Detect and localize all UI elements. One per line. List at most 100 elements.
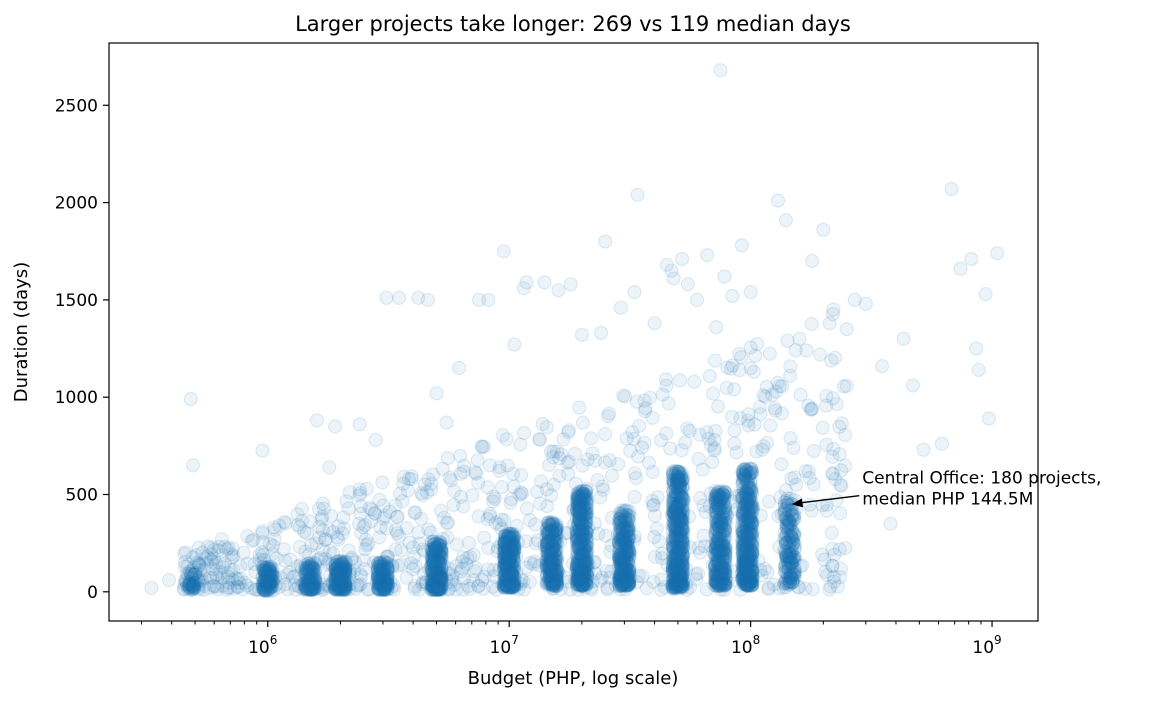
data-point — [263, 559, 278, 574]
data-point — [461, 535, 477, 551]
data-point — [375, 574, 390, 589]
data-point — [377, 578, 392, 593]
data-point — [207, 578, 222, 593]
data-point — [299, 581, 314, 597]
data-point — [328, 558, 343, 573]
data-point — [333, 568, 348, 583]
data-point — [331, 577, 346, 592]
data-point — [338, 567, 353, 582]
data-point — [298, 544, 313, 559]
data-point — [726, 494, 741, 509]
data-point — [335, 563, 350, 579]
data-point — [262, 570, 277, 586]
data-point — [440, 515, 456, 530]
data-point — [298, 565, 313, 581]
data-point — [334, 571, 349, 587]
data-point — [256, 559, 271, 575]
data-point — [337, 566, 352, 581]
data-point — [334, 581, 349, 597]
data-point — [337, 581, 352, 596]
data-point — [337, 581, 352, 596]
data-point — [335, 560, 350, 575]
data-point — [328, 581, 343, 596]
data-point — [306, 576, 321, 592]
data-point — [435, 461, 450, 476]
y-axis-label: Duration (days) — [11, 262, 32, 402]
data-point — [552, 534, 568, 549]
data-point — [264, 575, 279, 591]
data-point — [335, 555, 350, 570]
data-point — [185, 581, 201, 597]
data-point — [261, 577, 276, 593]
data-point — [302, 564, 317, 579]
data-point — [298, 579, 313, 595]
data-point — [373, 578, 388, 594]
data-point — [801, 398, 816, 413]
data-point — [260, 564, 276, 580]
data-point — [337, 559, 352, 574]
data-point — [188, 566, 203, 581]
data-point — [390, 509, 405, 525]
data-point — [307, 581, 322, 597]
data-point — [261, 568, 276, 584]
data-point — [380, 578, 395, 593]
data-point — [331, 568, 346, 583]
data-point — [375, 578, 390, 594]
data-point — [646, 574, 661, 590]
data-point — [833, 561, 849, 576]
data-point-outlier — [826, 302, 841, 317]
data-point — [376, 581, 391, 596]
data-point — [337, 579, 352, 594]
data-point — [601, 406, 617, 421]
data-point — [335, 575, 350, 590]
data-point — [455, 550, 471, 565]
data-point — [551, 565, 566, 580]
data-point — [373, 559, 389, 574]
data-point — [185, 563, 200, 578]
data-point-outlier — [699, 248, 715, 263]
data-point — [329, 565, 344, 580]
data-point — [335, 568, 351, 583]
data-point — [257, 583, 272, 598]
data-point — [261, 580, 276, 595]
data-point — [255, 576, 270, 591]
data-point — [370, 569, 385, 584]
data-point-outlier — [934, 436, 950, 451]
data-point — [256, 582, 271, 597]
data-point — [265, 568, 280, 583]
data-point — [335, 582, 350, 597]
data-point-outlier — [734, 238, 750, 253]
data-point — [261, 578, 276, 593]
data-point-outlier — [496, 244, 511, 259]
data-point — [258, 567, 273, 583]
data-point — [426, 578, 441, 594]
data-point — [330, 567, 345, 582]
data-point — [806, 443, 822, 459]
data-point — [333, 565, 348, 580]
data-point — [328, 561, 343, 577]
data-point — [258, 582, 273, 597]
data-point-outlier — [770, 193, 786, 208]
data-point — [182, 577, 197, 592]
data-point — [258, 565, 273, 580]
data-point — [305, 566, 320, 582]
data-point — [258, 563, 273, 579]
x-tick-label: 109 — [972, 633, 1001, 658]
data-point — [331, 557, 346, 572]
data-point — [307, 555, 322, 570]
data-point — [334, 563, 349, 579]
data-point — [617, 389, 633, 404]
data-point — [298, 563, 313, 578]
data-point — [181, 579, 196, 594]
data-point — [833, 506, 848, 521]
data-point — [329, 582, 344, 597]
data-point — [305, 581, 320, 596]
data-point — [380, 577, 395, 592]
data-point — [375, 582, 390, 597]
data-point — [591, 526, 606, 541]
data-point-outlier — [613, 300, 628, 315]
data-point — [259, 575, 275, 591]
data-point — [332, 566, 347, 582]
data-point-outlier — [689, 292, 705, 307]
data-point — [333, 581, 348, 596]
